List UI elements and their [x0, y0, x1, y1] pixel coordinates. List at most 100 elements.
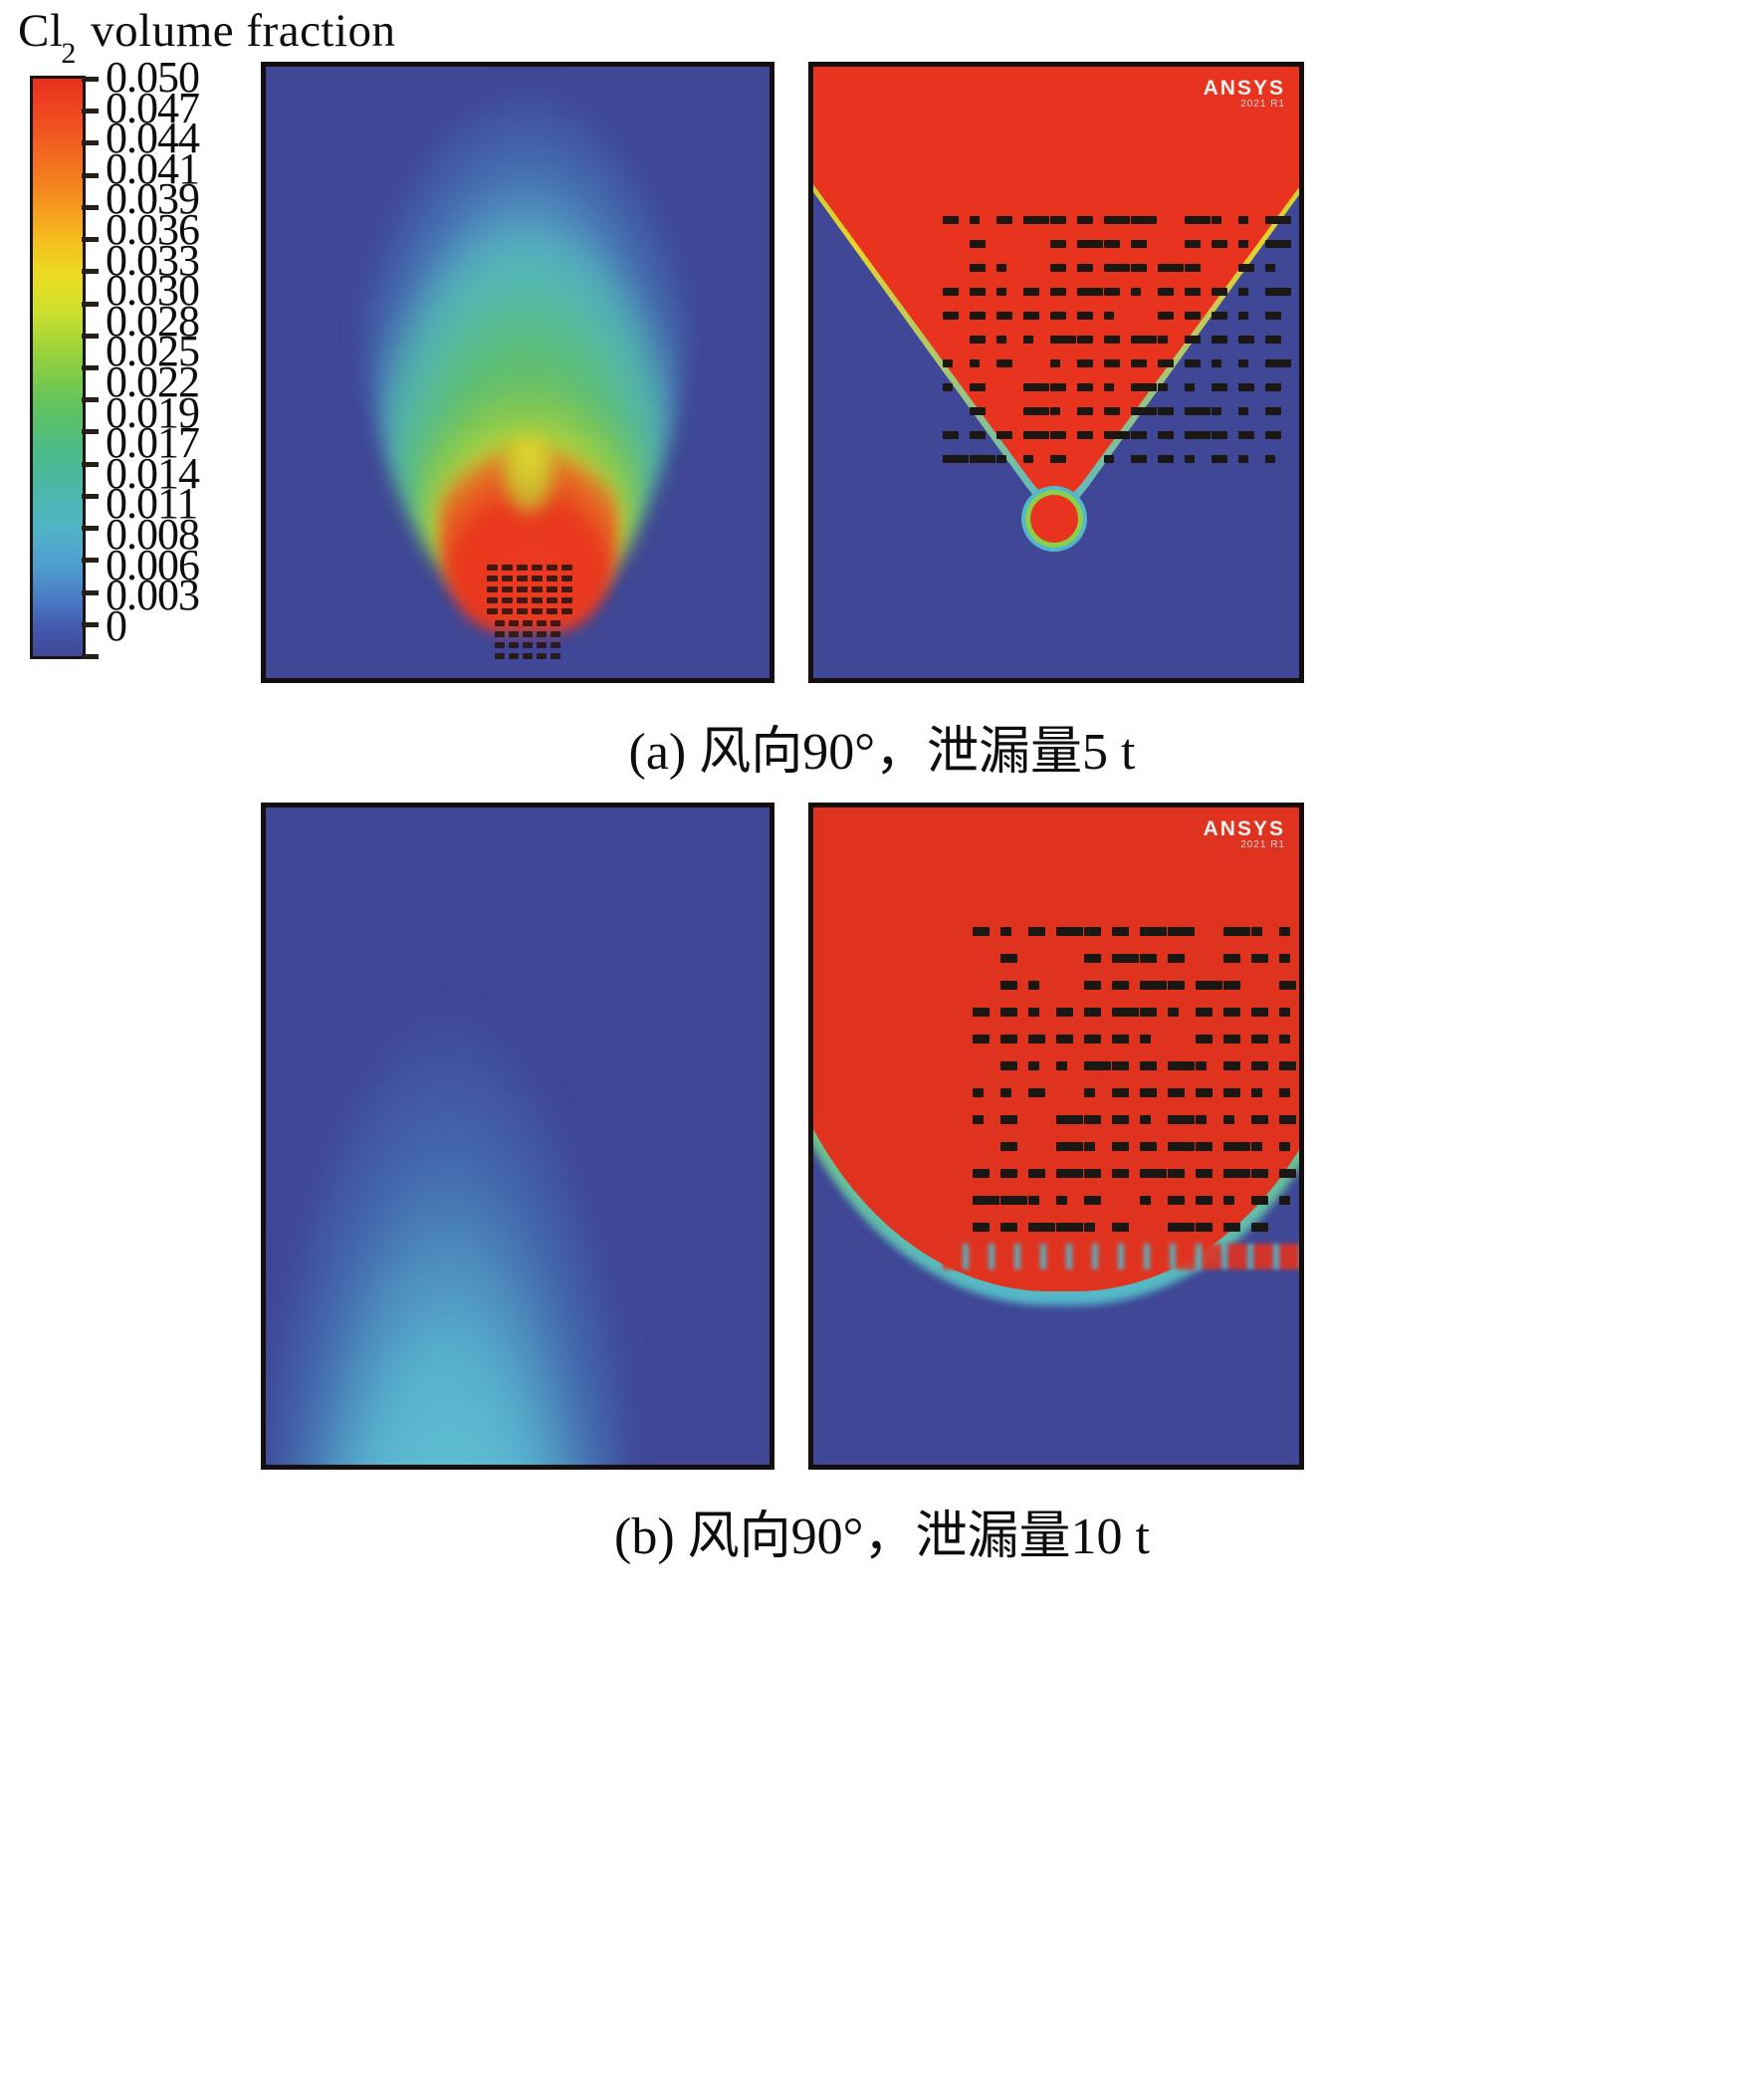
- building-block: [509, 631, 519, 637]
- building-block: [495, 642, 505, 648]
- building-block: [1084, 1196, 1101, 1205]
- colorbar-tick-label: 0.011: [106, 479, 198, 529]
- building-block: [1050, 383, 1066, 391]
- figure-title: Cl2 volume fraction: [18, 4, 396, 70]
- building-block: [1140, 1142, 1157, 1151]
- building-block: [1131, 336, 1157, 344]
- building-block: [1056, 1223, 1084, 1232]
- building-block: [495, 631, 505, 637]
- building-block: [1158, 336, 1168, 344]
- building-block: [487, 565, 498, 571]
- building-block: [1112, 981, 1129, 990]
- building-block: [1028, 1008, 1039, 1017]
- building-block: [1279, 1142, 1290, 1151]
- building-block: [1077, 216, 1093, 224]
- building-block: [1251, 1196, 1268, 1205]
- colorbar-tick: [82, 493, 99, 499]
- building-block: [532, 586, 543, 592]
- building-block: [1131, 288, 1141, 296]
- building-block: [1279, 1115, 1296, 1124]
- building-block: [1056, 1196, 1067, 1205]
- colorbar-tick: [82, 301, 99, 307]
- colorbar-tick: [82, 109, 99, 115]
- building-block: [1084, 927, 1101, 936]
- building-block: [509, 653, 519, 659]
- building-block: [1028, 1196, 1039, 1205]
- building-block: [1185, 407, 1211, 415]
- building-block: [1212, 336, 1227, 344]
- building-block: [1168, 1008, 1179, 1017]
- plan-cloud-region: [813, 67, 1299, 678]
- building-block: [1168, 1061, 1196, 1070]
- building-block: [1265, 240, 1291, 248]
- building-block: [1000, 1196, 1028, 1205]
- building-block: [996, 431, 1012, 439]
- building-block: [1265, 455, 1275, 463]
- building-block: [1140, 927, 1168, 936]
- colorbar-tick: [82, 204, 99, 210]
- colorbar-tick-label: 0.044: [106, 114, 200, 163]
- building-block: [943, 431, 959, 439]
- building-block: [547, 597, 557, 603]
- colorbar-tick-label: 0.014: [106, 448, 200, 498]
- building-block: [1084, 1035, 1101, 1043]
- building-block: [943, 216, 959, 224]
- building-block: [1000, 1142, 1017, 1151]
- building-block: [1265, 336, 1281, 344]
- building-block: [1140, 981, 1168, 990]
- building-block: [1104, 455, 1114, 463]
- building-block: [1023, 407, 1049, 415]
- building-block: [509, 620, 519, 626]
- building-block: [973, 1223, 990, 1232]
- figure-title-subscript: 2: [61, 37, 77, 71]
- building-block: [561, 597, 572, 603]
- building-block: [517, 586, 528, 592]
- building-block: [1140, 1169, 1168, 1178]
- building-block: [1196, 981, 1223, 990]
- panel-a-plan-field: ANSYS 2021 R1: [813, 67, 1299, 678]
- building-block: [1212, 216, 1221, 224]
- colorbar-tick-label: 0.025: [106, 327, 200, 376]
- building-block: [1028, 1223, 1056, 1232]
- colorbar-tick: [82, 237, 99, 243]
- building-block: [996, 264, 1006, 272]
- building-block: [1158, 264, 1184, 272]
- leak-source-marker: [1030, 495, 1078, 543]
- building-block: [1168, 1169, 1185, 1178]
- building-block: [1000, 1223, 1017, 1232]
- panel-b-plan: ANSYS 2021 R1: [808, 803, 1304, 1470]
- building-block: [509, 642, 519, 648]
- building-block: [1000, 927, 1011, 936]
- building-block: [1238, 264, 1254, 272]
- colorbar: 0.050 0.047 0.044 0.041 0.039 0.036 0.033 0.030…: [30, 56, 289, 673]
- building-block: [537, 642, 547, 648]
- building-block: [1000, 1088, 1011, 1097]
- building-block: [1023, 336, 1033, 344]
- building-block: [1238, 383, 1254, 391]
- building-block: [1028, 927, 1045, 936]
- building-block: [1185, 240, 1201, 248]
- building-block: [1104, 383, 1114, 391]
- building-block: [1140, 1115, 1151, 1124]
- colorbar-tick: [82, 269, 99, 275]
- building-block: [502, 597, 513, 603]
- building-block: [1168, 1088, 1185, 1097]
- building-block: [1140, 954, 1157, 963]
- building-block: [1056, 1061, 1067, 1070]
- building-block: [1140, 1008, 1157, 1017]
- building-block: [1279, 1035, 1290, 1043]
- colorbar-tick: [82, 333, 99, 339]
- building-block: [1056, 1169, 1084, 1178]
- colorbar-tick-label: 0.019: [106, 387, 200, 437]
- building-block: [1023, 383, 1049, 391]
- building-block: [996, 216, 1012, 224]
- building-block: [1056, 1008, 1073, 1017]
- caption-a: (a) 风向90°，泄漏量5 t: [628, 724, 1136, 781]
- building-block: [970, 431, 986, 439]
- building-block: [1238, 407, 1248, 415]
- building-block: [996, 359, 1012, 367]
- building-block: [1158, 312, 1174, 320]
- building-block: [996, 455, 1006, 463]
- building-block: [970, 336, 986, 344]
- building-block: [973, 1196, 1000, 1205]
